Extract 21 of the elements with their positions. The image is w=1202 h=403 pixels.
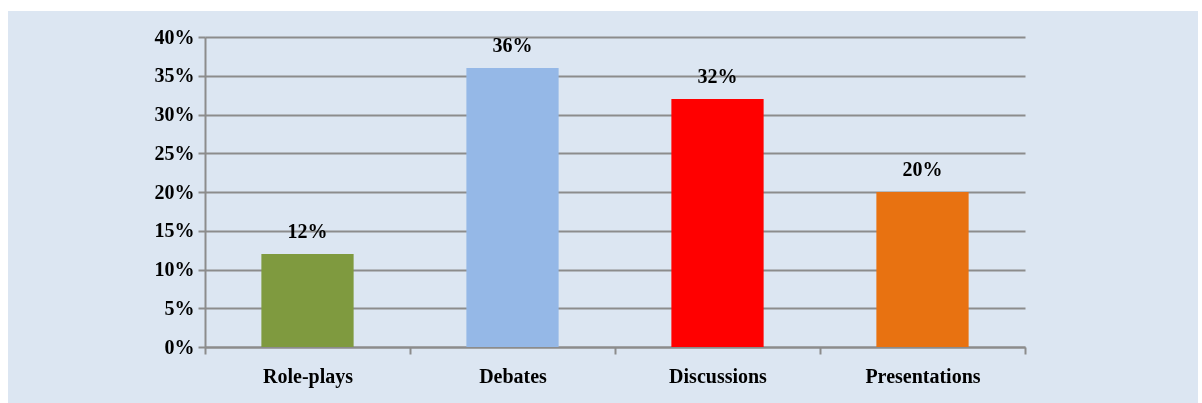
y-tick-label: 30% xyxy=(154,103,195,125)
y-tick-label: 10% xyxy=(154,258,195,280)
data-label: 32% xyxy=(697,65,738,87)
x-tick-label: Presentations xyxy=(865,364,981,387)
bar xyxy=(671,99,764,347)
y-tick-label: 20% xyxy=(154,180,195,203)
x-tick-label: Debates xyxy=(479,364,548,387)
data-label: 20% xyxy=(902,158,943,180)
y-tick-label: 25% xyxy=(154,141,195,164)
y-tick-label: 35% xyxy=(154,64,195,87)
y-tick-label: 15% xyxy=(154,219,195,242)
bar xyxy=(261,254,354,347)
x-tick-label: Discussions xyxy=(669,364,768,387)
data-label: 12% xyxy=(287,220,328,242)
y-tick-label: 40% xyxy=(154,25,195,48)
y-tick-label: 5% xyxy=(164,296,195,319)
bar xyxy=(466,68,559,347)
bar xyxy=(876,192,969,347)
y-tick-label: 0% xyxy=(164,335,195,358)
x-tick-label: Role-plays xyxy=(263,364,354,388)
data-label: 36% xyxy=(492,34,533,56)
